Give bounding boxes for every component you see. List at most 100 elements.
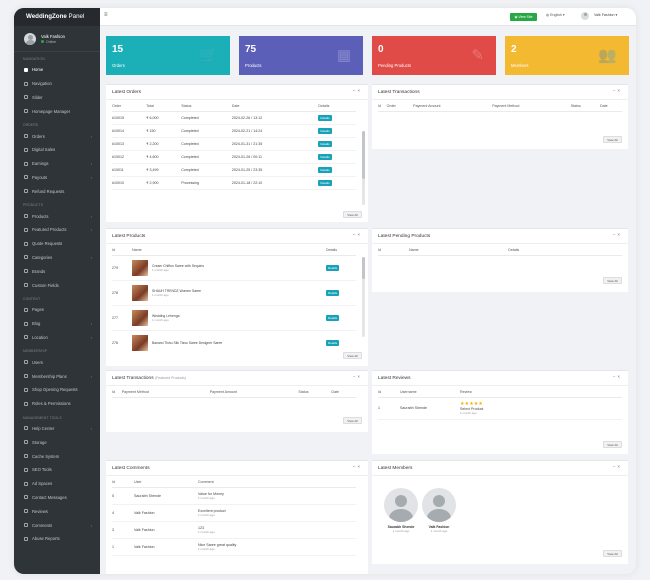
sidebar-item-products[interactable]: Products ›: [14, 209, 100, 223]
order-status: Completed: [181, 124, 232, 138]
sidebar-item-featured-products[interactable]: Featured Products ›: [14, 223, 100, 237]
collapse-icon[interactable]: −: [612, 464, 618, 469]
stat-box-members[interactable]: 2 Members 👥: [505, 36, 629, 75]
sidebar-item-contact-messages[interactable]: Contact Messages: [14, 491, 100, 505]
avatar[interactable]: [581, 12, 589, 20]
sidebar-item-users[interactable]: Users: [14, 355, 100, 369]
details-button[interactable]: Details: [326, 289, 340, 296]
sidebar-item-quote-requests[interactable]: Quote Requests: [14, 237, 100, 251]
sidebar-item-pages[interactable]: Pages: [14, 303, 100, 317]
details-button[interactable]: Details: [318, 114, 332, 121]
sidebar-item-categories[interactable]: Categories ›: [14, 251, 100, 265]
sidebar-item-label: Membership Plans: [32, 373, 67, 379]
sidebar-item-slider[interactable]: Slider: [14, 91, 100, 105]
sidebar-item-comments[interactable]: Comments ›: [14, 518, 100, 532]
user-menu-dropdown[interactable]: Valk Fashion ▾: [594, 13, 617, 17]
view-all-button[interactable]: View All: [603, 136, 622, 143]
product-thumbnail[interactable]: [132, 309, 148, 326]
sidebar-item-help-center[interactable]: Help Center ›: [14, 422, 100, 436]
details-button[interactable]: Details: [318, 127, 332, 134]
scrollbar-thumb[interactable]: [362, 257, 365, 279]
details-button[interactable]: Details: [318, 179, 332, 186]
close-icon[interactable]: ×: [357, 464, 362, 469]
order-status: Processing: [181, 176, 232, 190]
close-icon[interactable]: ×: [357, 232, 362, 237]
view-all-button[interactable]: View All: [603, 277, 622, 284]
sidebar-item-ad-spaces[interactable]: Ad Spaces: [14, 477, 100, 491]
collapse-icon[interactable]: −: [612, 88, 618, 93]
sidebar-item-location[interactable]: Location ›: [14, 331, 100, 345]
sidebar-item-seo-tools[interactable]: SEO Tools: [14, 463, 100, 477]
view-all-button[interactable]: View All: [603, 550, 622, 557]
close-icon[interactable]: ×: [357, 374, 362, 379]
details-button[interactable]: Details: [326, 264, 340, 271]
view-all-button[interactable]: View All: [343, 417, 362, 424]
stat-box-orders[interactable]: 15 Orders 🛒: [106, 36, 230, 75]
quote-requests-icon: [24, 241, 28, 246]
sidebar-item-home[interactable]: Home: [14, 63, 100, 77]
sidebar-item-orders[interactable]: Orders ›: [14, 129, 100, 143]
collapse-icon[interactable]: −: [612, 232, 618, 237]
sidebar-item-homepage-manager[interactable]: Homepage Manager: [14, 104, 100, 118]
stat-box-pending-products[interactable]: 0 Pending Products ✎: [372, 36, 496, 75]
product-name[interactable]: Cream Chiffon Saree with Sequins: [152, 263, 204, 268]
product-name[interactable]: Banarsi Tishu Silk Tissu Saree Designer …: [152, 340, 223, 345]
sidebar-item-cache-system[interactable]: Cache System: [14, 449, 100, 463]
product-thumbnail[interactable]: [132, 284, 148, 301]
collapse-icon[interactable]: −: [352, 88, 358, 93]
product-name-cell: Cream Chiffon Saree with Sequins 1 month …: [132, 255, 326, 281]
sidebar-item-abuse-reports[interactable]: Abuse Reports: [14, 532, 100, 546]
collapse-icon[interactable]: −: [352, 374, 358, 379]
details-button[interactable]: Details: [318, 153, 332, 160]
sidebar-item-earnings[interactable]: Earnings ›: [14, 157, 100, 171]
sidebar-item-payouts[interactable]: Payouts ›: [14, 171, 100, 185]
close-icon[interactable]: ×: [617, 374, 622, 379]
view-site-button[interactable]: ◉ View Site: [510, 12, 537, 21]
product-name[interactable]: Wedding Lehenga: [152, 313, 180, 318]
brand-logo[interactable]: WeddingZone Panel: [14, 8, 100, 26]
products-scroll-area: Id Name Details 279 Cream Chiffon Saree wit…: [106, 229, 368, 353]
sidebar-item-digital-sales[interactable]: Digital Sales: [14, 143, 100, 157]
close-icon[interactable]: ×: [357, 88, 362, 93]
sidebar-item-brands[interactable]: Brands: [14, 264, 100, 278]
product-name[interactable]: SHAUH TRENDZ Women Saree: [152, 288, 202, 293]
scrollbar[interactable]: [362, 257, 365, 337]
details-button[interactable]: Details: [326, 339, 340, 346]
sidebar-item-navigation[interactable]: Navigation: [14, 77, 100, 91]
collapse-icon[interactable]: −: [612, 374, 618, 379]
review-product[interactable]: Select Product: [460, 406, 484, 411]
sidebar-item-blog[interactable]: Blog ›: [14, 317, 100, 331]
view-all-button[interactable]: View All: [603, 441, 622, 448]
stat-label: Pending Products: [378, 63, 412, 68]
sidebar-item-reviews[interactable]: Reviews: [14, 504, 100, 518]
sidebar-item-shop-opening-requests[interactable]: Shop Opening Requests: [14, 383, 100, 397]
close-icon[interactable]: ×: [617, 88, 622, 93]
collapse-icon[interactable]: −: [352, 464, 358, 469]
product-thumbnail[interactable]: [132, 259, 148, 276]
digital-sales-icon: [24, 147, 28, 152]
sidebar-item-membership-plans[interactable]: Membership Plans ›: [14, 369, 100, 383]
sidebar-item-storage[interactable]: Storage: [14, 435, 100, 449]
sidebar-item-custom-fields[interactable]: Custom Fields: [14, 278, 100, 292]
scrollbar-thumb[interactable]: [362, 131, 365, 179]
details-button[interactable]: Details: [318, 140, 332, 147]
details-button[interactable]: Details: [326, 314, 340, 321]
column-header-id: Id: [112, 246, 132, 256]
close-icon[interactable]: ×: [617, 464, 622, 469]
product-thumbnail[interactable]: [132, 334, 148, 351]
language-dropdown[interactable]: ◍ English ▾: [546, 13, 565, 17]
sidebar-item-refund-requests[interactable]: Refund Requests: [14, 184, 100, 198]
details-button[interactable]: Details: [318, 166, 332, 173]
view-all-button[interactable]: View All: [343, 352, 362, 359]
member-card[interactable]: Saurabh Shende 1 month ago: [384, 488, 418, 533]
scrollbar[interactable]: [362, 131, 365, 205]
column-header-status: Status: [298, 388, 332, 398]
collapse-icon[interactable]: −: [352, 232, 358, 237]
table-header-row: Id Name Details: [378, 246, 622, 256]
hamburger-menu-icon[interactable]: ≡: [104, 12, 108, 18]
close-icon[interactable]: ×: [617, 232, 622, 237]
stat-box-products[interactable]: 75 Products ▦: [239, 36, 363, 75]
view-all-button[interactable]: View All: [343, 211, 362, 218]
member-card[interactable]: Valk Fashion 1 month ago: [422, 488, 456, 533]
sidebar-item-roles-and-permissions[interactable]: Roles & Permissions: [14, 397, 100, 411]
